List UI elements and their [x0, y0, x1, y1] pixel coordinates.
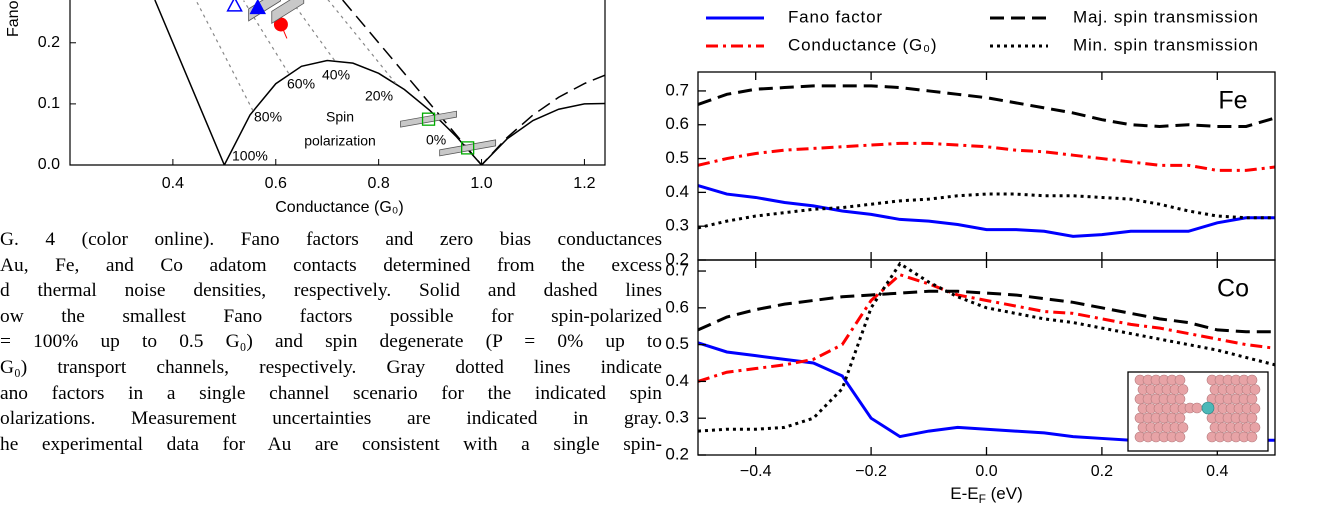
y-tick-label: 0.2 [665, 444, 689, 463]
x-tick-label: 0.8 [368, 175, 390, 192]
caption-line: d thermal noise densities, respectively.… [0, 280, 662, 302]
x-tick-label: 1.2 [573, 175, 595, 192]
annotation: 80% [254, 109, 282, 125]
x-tick-label: 0.6 [265, 175, 287, 192]
data-point [249, 0, 267, 15]
y-tick-label: 0.0 [38, 156, 60, 173]
caption-line: he experimental data for Au are consiste… [0, 433, 662, 455]
annotation: 100% [232, 148, 268, 164]
x-tick-label: 0.4 [162, 175, 184, 192]
y-tick-label: 0.4 [665, 182, 689, 201]
x-tick-label: 0.0 [975, 463, 997, 480]
uncertainty-region [271, 0, 305, 25]
annotation: 60% [287, 76, 315, 92]
y-tick-label: 0.3 [665, 216, 689, 235]
annotation: 20% [365, 88, 393, 104]
x-tick-label: −0.2 [855, 463, 887, 480]
x-tick-label: 1.0 [470, 175, 492, 192]
y-tick-label: 0.3 [665, 408, 689, 427]
y-tick-label: 0.7 [665, 261, 689, 280]
atom [1246, 374, 1258, 386]
inset [1127, 371, 1269, 452]
caption-line: olarizations. Measurement uncertainties … [0, 408, 662, 430]
atom [1177, 384, 1189, 395]
adatom [1201, 401, 1215, 415]
x-tick-label: 0.4 [1206, 463, 1228, 480]
data-point [460, 141, 475, 155]
atom [1249, 384, 1261, 395]
legend-label: Maj. spin transmission [1073, 7, 1259, 26]
y-tick-label: 0.5 [665, 334, 689, 353]
curve [195, 0, 254, 111]
y-tick-label: 0.7 [665, 80, 689, 99]
data-point [226, 0, 243, 12]
curve [698, 192, 1275, 230]
caption-line: ow the smallest Fano factors possible fo… [0, 305, 662, 327]
curve [698, 141, 1275, 172]
y-tick-label: 0.2 [665, 249, 689, 268]
caption-line: = 100% up to 0.5 G₀) and spin degenerate… [0, 331, 662, 353]
uncertainty-region [400, 110, 457, 128]
data-point [273, 17, 288, 32]
curve [698, 84, 1275, 128]
legend-label: Fano factor [788, 7, 883, 26]
x-tick-label: −0.4 [740, 463, 772, 480]
curve [698, 184, 1275, 238]
annotation: 0% [426, 132, 446, 148]
y-axis-label: Fano [5, 0, 22, 37]
y-tick-label: 0.4 [665, 371, 689, 390]
uncertainty-region [439, 139, 497, 157]
panel-label: Fe [1218, 87, 1247, 115]
panel-label: Co [1217, 275, 1249, 303]
atom [1246, 412, 1258, 424]
y-tick-label: 0.2 [38, 34, 60, 51]
atom [1246, 431, 1258, 443]
figure-caption: G. 4 (color online). Fano factors and ze… [0, 227, 662, 457]
caption-line: G₀) transport channels, respectively. Gr… [0, 356, 662, 378]
legend-label: Conductance (G₀) [788, 35, 937, 54]
curve [154, 0, 605, 165]
curve [290, 0, 335, 61]
atom [1174, 374, 1186, 386]
curve [698, 289, 1275, 334]
atom [1174, 431, 1186, 443]
atom [1177, 422, 1189, 433]
caption-line: Au, Fe, and Co adatom contacts determine… [0, 254, 662, 276]
data-point [421, 112, 436, 126]
y-tick-label: 0.6 [665, 114, 689, 133]
x-tick-label: 0.2 [1091, 463, 1113, 480]
curve [342, 0, 605, 165]
atom [1191, 402, 1203, 414]
atom [1246, 393, 1258, 405]
annotation: polarization [304, 133, 376, 149]
caption-line: ano factors in a single channel scenario… [0, 382, 662, 404]
atom [1174, 393, 1186, 405]
axes-frame [69, 0, 606, 166]
annotation: Spin [326, 109, 354, 125]
x-axis-label: E-EF (eV) [950, 484, 1023, 506]
curve [327, 0, 397, 84]
curve [698, 261, 1275, 433]
atom [1174, 412, 1186, 424]
y-tick-label: 0.1 [38, 95, 60, 112]
y-tick-label: 0.6 [665, 297, 689, 316]
atom [1249, 422, 1261, 433]
annotation: 40% [322, 67, 350, 83]
curve [698, 273, 1275, 383]
annotation-box [296, 104, 386, 154]
caption-line: G. 4 (color online). Fano factors and ze… [0, 229, 662, 250]
x-axis-label: Conductance (G₀) [275, 199, 403, 216]
y-tick-label: 0.5 [665, 148, 689, 167]
atom [1249, 403, 1261, 414]
legend-label: Min. spin transmission [1073, 35, 1259, 54]
